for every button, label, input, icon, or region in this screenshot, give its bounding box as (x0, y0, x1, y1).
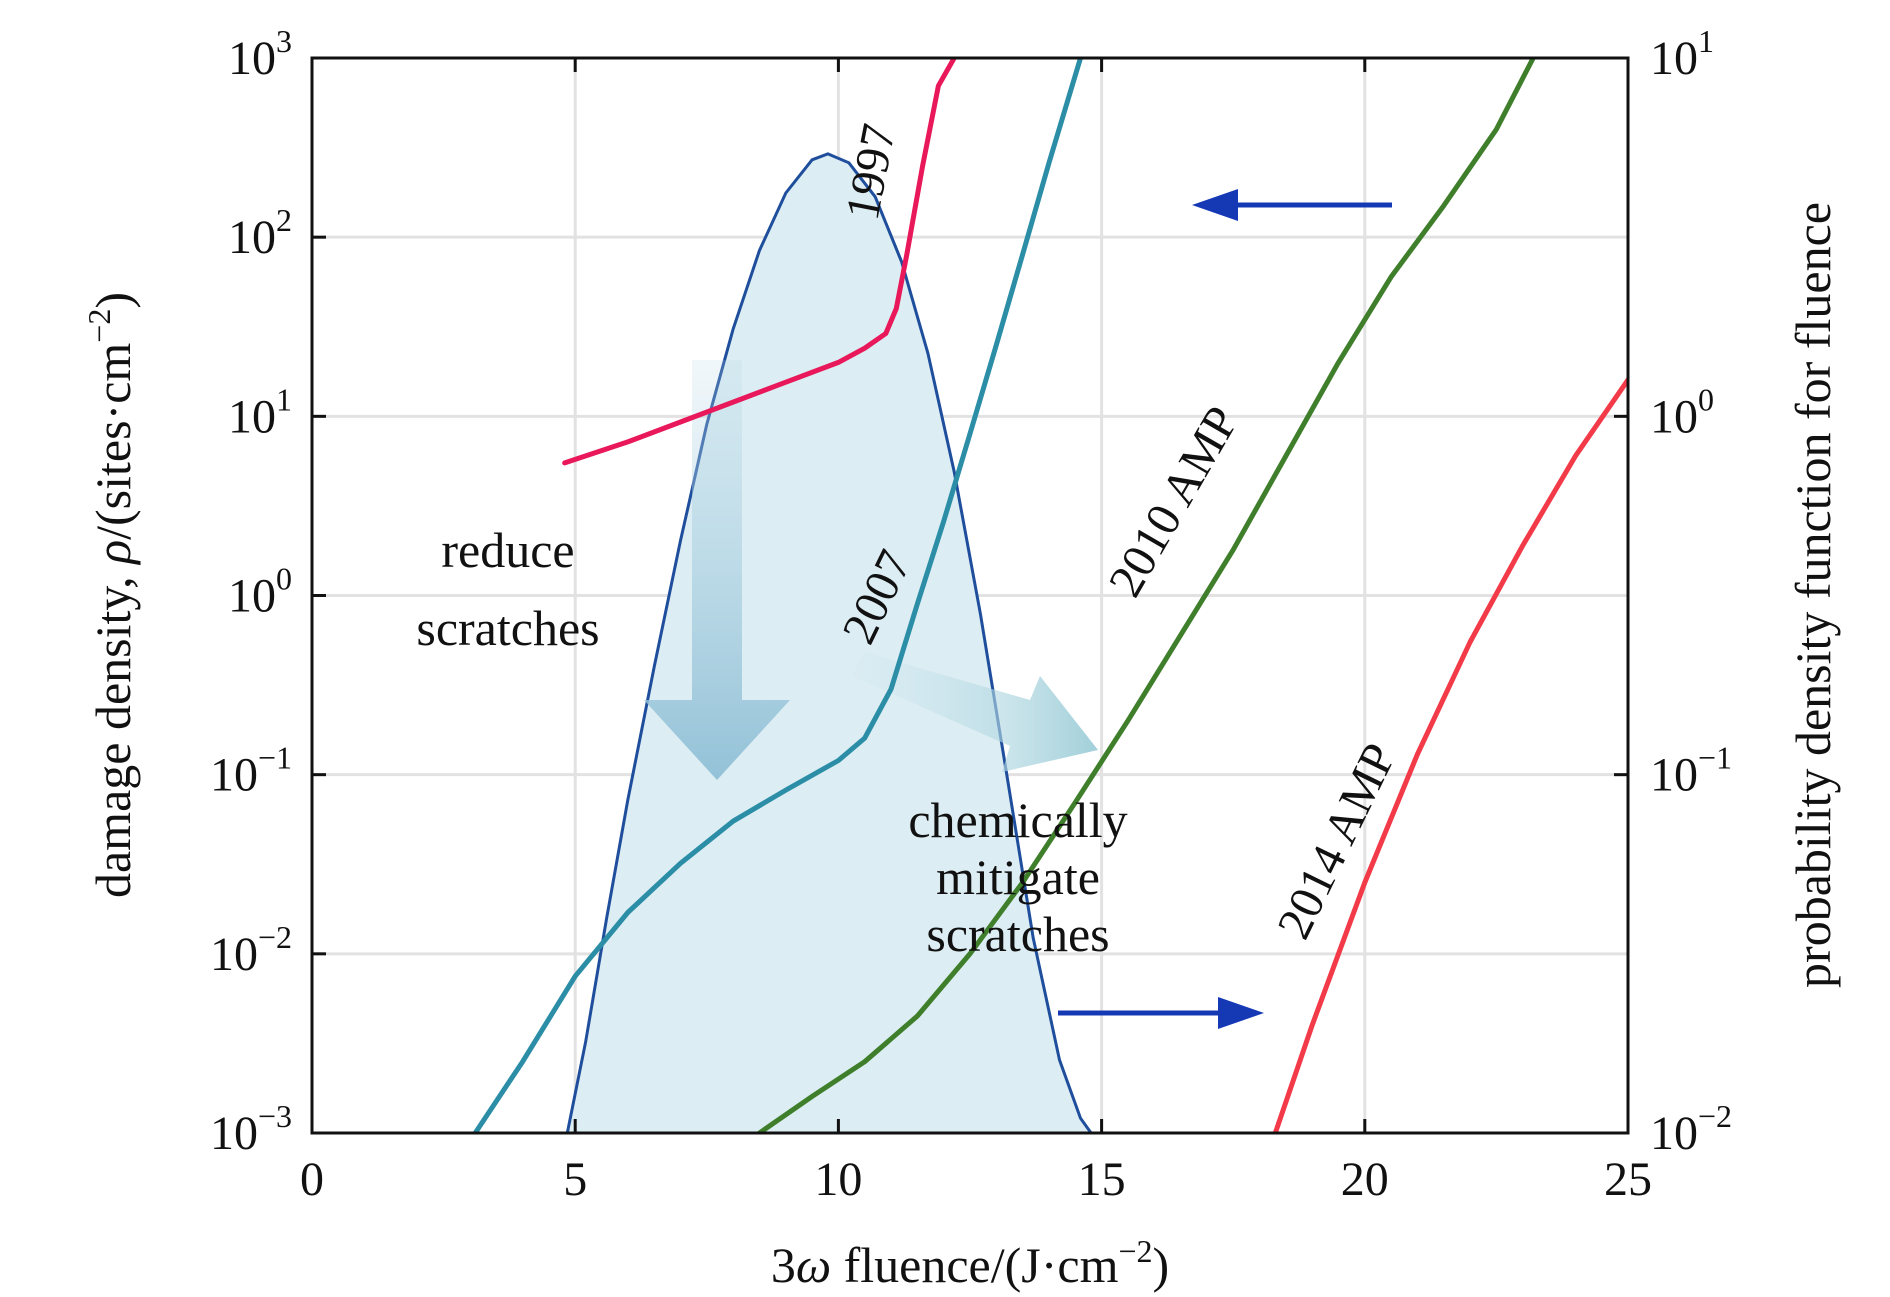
y2-tick-label: 10−1 (1650, 740, 1732, 802)
tick-labels: 0 5 10 15 20 25 10−3 10−2 10−1 100 101 102 103 10−2 10… (210, 23, 1732, 1206)
y-axis-title: damage density, ρ/(sites·cm−2) (81, 292, 141, 898)
series-line-3 (1272, 377, 1628, 1133)
x-tick-label: 5 (563, 1153, 587, 1206)
series-line-1 (472, 58, 1083, 1133)
pdf-curve (565, 152, 1093, 1133)
tick-marks (310, 56, 1630, 1135)
y2-tick-label: 100 (1650, 381, 1714, 443)
series-label-1997: 1997 (836, 120, 906, 224)
x-tick-label: 15 (1078, 1153, 1126, 1206)
axis-direction-arrows (1058, 189, 1392, 1029)
y-tick-label: 101 (228, 381, 292, 443)
y-tick-label: 100 (228, 561, 292, 623)
y-tick-label: 102 (228, 202, 292, 264)
mitigate-label: mitigate (936, 849, 1100, 905)
reduce-scratches-arrow (644, 360, 790, 780)
pdf-fill (567, 153, 1092, 1133)
y-tick-label: 10−3 (210, 1098, 292, 1160)
series-line-0 (562, 58, 957, 466)
y-tick-label: 10−1 (210, 740, 292, 802)
series-layer (472, 58, 1628, 1133)
x-tick-label: 25 (1604, 1153, 1652, 1206)
x-tick-label: 20 (1341, 1153, 1389, 1206)
decorative-arrows (644, 360, 1098, 780)
series-line-2 (756, 58, 1536, 1133)
y-tick-label: 103 (228, 23, 292, 85)
x-tick-label: 10 (814, 1153, 862, 1206)
y2-axis-title: probability density function for fluence (1785, 202, 1841, 988)
reduce-label: reduce (441, 522, 574, 578)
x-axis-title: 3ω fluence/(J·cm−2) (771, 1233, 1169, 1293)
scratches-2-label: scratches (926, 906, 1109, 962)
x-tick-label: 0 (300, 1153, 324, 1206)
scratches-label: scratches (416, 600, 599, 656)
series-label-2010: 2010 AMP (1099, 398, 1250, 606)
left-axis-arrow-head (1192, 189, 1238, 221)
right-axis-arrow-head (1218, 997, 1264, 1029)
y2-tick-label: 10−2 (1650, 1098, 1732, 1160)
annotations: reduce scratches chemically mitigate scr… (416, 522, 1127, 962)
y2-tick-label: 101 (1650, 23, 1714, 85)
pdf-layer (565, 152, 1093, 1133)
y-tick-label: 10−2 (210, 919, 292, 981)
mitigate-scratches-arrow (852, 652, 1098, 772)
chemically-label: chemically (908, 792, 1127, 848)
series-label-2014: 2014 AMP (1267, 735, 1406, 946)
